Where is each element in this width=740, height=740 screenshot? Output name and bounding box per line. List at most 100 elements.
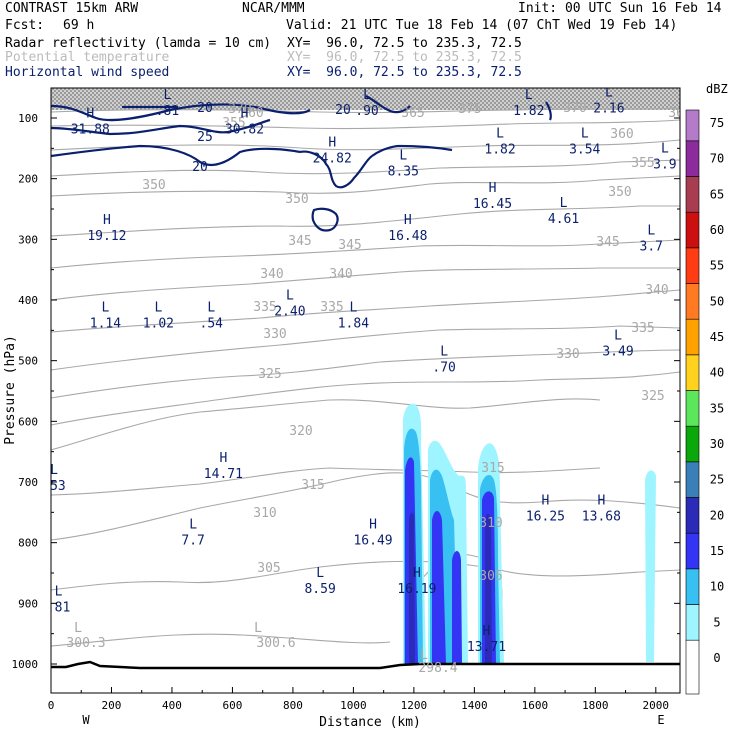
wind-min-marker: L xyxy=(164,88,172,103)
theta-label: 330 xyxy=(556,347,579,362)
wind-extremum-value: 7.7 xyxy=(181,534,204,549)
wind-extremum-value: 3.54 xyxy=(569,142,600,157)
wind-max-marker: H xyxy=(404,213,412,228)
colorbar-swatch xyxy=(685,532,700,570)
colorbar-swatch xyxy=(685,461,700,498)
theta-label: 345 xyxy=(596,235,619,250)
y-tick-label: 700 xyxy=(18,476,38,489)
wind-extremum-value: 4.61 xyxy=(548,212,579,227)
wind-min-marker: L xyxy=(661,141,669,156)
wind-extremum-value: 8.35 xyxy=(388,165,419,180)
wind-extremum-value: 16.48 xyxy=(388,229,427,244)
wind-min-marker: L xyxy=(581,126,589,141)
colorbar-swatch xyxy=(685,211,700,249)
theta-label: 340 xyxy=(645,283,668,298)
wind-extremum-value: 14.71 xyxy=(204,467,243,482)
reflectivity-cell xyxy=(452,551,462,664)
wind-max-marker: H xyxy=(86,106,94,121)
reflectivity-cell xyxy=(485,514,492,664)
wind-extremum-value: 16.25 xyxy=(526,509,565,524)
dbz-colorbar: 0 5 10 15 20 25 30 35 40 45 50 55 60 65 70 75 xyxy=(685,109,724,695)
theta-contour xyxy=(51,175,680,197)
colorbar-label: 60 xyxy=(710,223,724,237)
wind-contour-label: 20 xyxy=(335,103,351,118)
wind-min-marker: L xyxy=(349,300,357,315)
wind-contour xyxy=(51,144,301,167)
wind-min-marker: L xyxy=(605,86,613,101)
theta-contour xyxy=(51,119,680,130)
wind-extremum-value: .81 xyxy=(156,104,179,119)
wind-min-marker: L xyxy=(316,566,324,581)
reflectivity-cell xyxy=(409,512,415,664)
wind-max-marker: H xyxy=(413,566,421,581)
theta-label: 335 xyxy=(631,321,654,336)
theta-label: 300.3 xyxy=(66,636,105,651)
wind-extremum-value: .81 xyxy=(47,600,70,615)
field-reflectivity-name: Radar reflectivity (lamda = 10 cm) xyxy=(5,36,272,51)
theta-contour xyxy=(51,325,680,371)
wind-min-marker: L xyxy=(102,300,110,315)
colorbar-swatch xyxy=(685,568,700,605)
theta-label: 315 xyxy=(301,478,324,493)
y-tick-label: 500 xyxy=(18,355,38,368)
wind-contour xyxy=(365,95,411,114)
colorbar-unit: dBZ xyxy=(706,82,728,96)
theta-label: 360 xyxy=(610,127,633,142)
theta-label: 298.4 xyxy=(418,661,457,676)
wind-contour xyxy=(371,144,453,157)
wind-extremum-value: 16.49 xyxy=(353,534,392,549)
field-theta-xy: XY= 96.0, 72.5 to 235.3, 72.5 xyxy=(287,50,522,65)
x-tick-label: 1400 xyxy=(461,699,488,712)
colorbar-swatch xyxy=(685,354,700,391)
x-tick-label: 2000 xyxy=(643,699,670,712)
theta-low-marker: L xyxy=(254,621,262,636)
theta-contour xyxy=(51,371,680,426)
colorbar-label: 50 xyxy=(710,294,724,308)
wind-extremum-value: 24.82 xyxy=(313,151,352,166)
theta-label: 315 xyxy=(481,461,504,476)
wind-min-marker: L xyxy=(50,463,58,478)
theta-contour xyxy=(51,472,680,541)
colorbar-label: 40 xyxy=(710,366,724,380)
theta-low-marker: L xyxy=(420,648,428,663)
theta-label: 325 xyxy=(641,389,664,404)
colorbar-label: 30 xyxy=(710,437,724,451)
theta-contour xyxy=(51,239,680,269)
theta-contour xyxy=(51,159,680,177)
y-axis: 100 200 300 400 500 600 700 800 900 1000 xyxy=(12,112,680,671)
colorbar-swatch xyxy=(685,247,700,284)
model-title: CONTRAST 15km ARW xyxy=(5,1,139,16)
y-tick-label: 300 xyxy=(18,233,38,246)
reflectivity-fill xyxy=(403,403,656,664)
wind-extremum-value: .54 xyxy=(200,316,224,331)
wind-min-marker: L xyxy=(363,88,371,103)
wind-max-marker: H xyxy=(328,135,336,150)
theta-label: 370 xyxy=(228,102,251,117)
theta-contour xyxy=(51,560,680,591)
wind-min-marker: L xyxy=(207,300,215,315)
wind-extrema-labels: H31.88L.81 H30.82L.90L1.82L2.16H24.82L1.8… xyxy=(47,86,677,655)
wind-min-marker: L xyxy=(647,223,655,238)
theta-contour xyxy=(51,205,680,237)
wind-contour-label: 20 xyxy=(197,101,213,116)
wind-max-marker: H xyxy=(241,106,249,121)
theta-label: 355 xyxy=(222,116,245,131)
theta-label: 350 xyxy=(142,178,165,193)
wind-contour xyxy=(299,150,373,189)
theta-label: 345 xyxy=(338,238,361,253)
theta-label: 305 xyxy=(479,569,502,584)
wind-extremum-value: 30.82 xyxy=(225,122,264,137)
wind-extremum-value: 13.71 xyxy=(467,640,506,655)
colorbar-label: 20 xyxy=(710,508,724,522)
theta-contour xyxy=(51,633,391,647)
theta-label: 300.6 xyxy=(256,636,295,651)
theta-label: 350 xyxy=(285,192,308,207)
valid-time: Valid: 21 UTC Tue 18 Feb 14 (07 ChT Wed … xyxy=(286,18,678,33)
wind-contour xyxy=(51,118,271,136)
theta-label: 340 xyxy=(329,267,352,282)
theta-label: 365 xyxy=(401,106,424,121)
x-tick-label: 400 xyxy=(162,699,182,712)
y-tick-label: 600 xyxy=(18,415,38,428)
theta-contour xyxy=(51,289,680,333)
wind-extremum-value: 16.19 xyxy=(397,582,436,597)
